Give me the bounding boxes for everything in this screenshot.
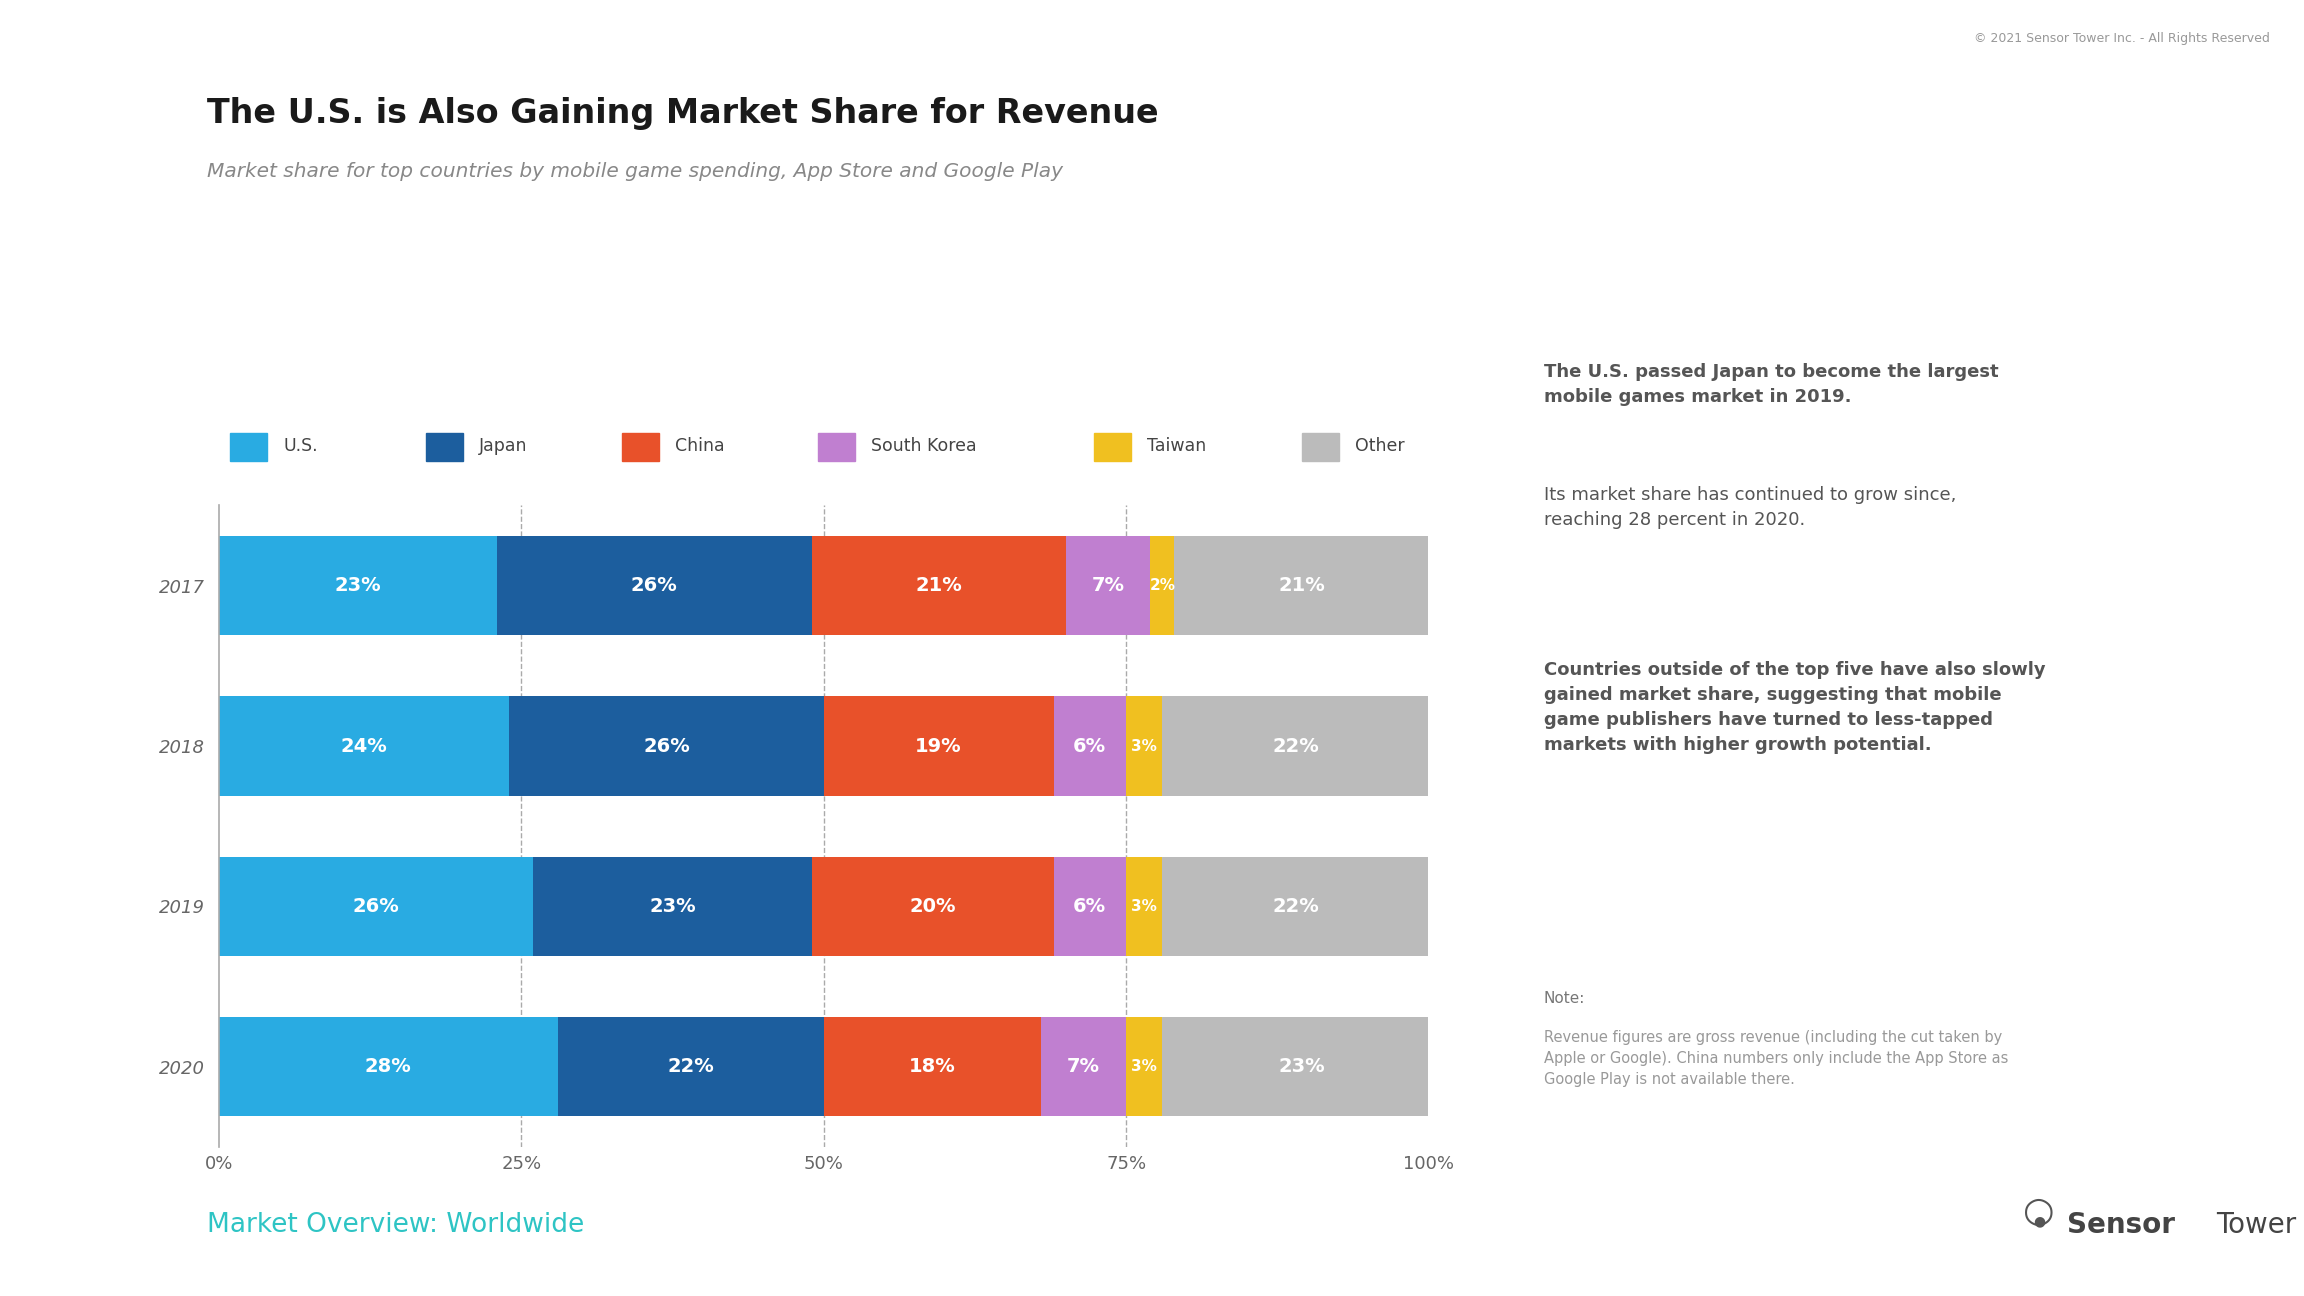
Text: China: China <box>675 437 726 455</box>
Bar <box>509 696 825 796</box>
Text: Taiwan: Taiwan <box>1147 437 1207 455</box>
Text: 22%: 22% <box>668 1058 714 1076</box>
Bar <box>1127 1017 1161 1116</box>
Text: U.S.: U.S. <box>283 437 318 455</box>
Bar <box>1053 857 1127 956</box>
Bar <box>1175 537 1428 635</box>
Text: Japan: Japan <box>479 437 528 455</box>
Bar <box>811 537 1064 635</box>
Text: ○: ○ <box>2023 1195 2055 1229</box>
Bar <box>1161 857 1428 956</box>
Bar <box>558 1017 825 1116</box>
Text: 19%: 19% <box>915 736 961 756</box>
Text: Countries outside of the top five have also slowly
gained market share, suggesti: Countries outside of the top five have a… <box>1544 661 2046 754</box>
Text: 24%: 24% <box>341 736 387 756</box>
Text: Sensor: Sensor <box>2067 1210 2175 1239</box>
Text: 3%: 3% <box>1131 739 1157 753</box>
Text: Its market share has continued to grow since,
reaching 28 percent in 2020.: Its market share has continued to grow s… <box>1544 486 1956 529</box>
Bar <box>1161 1017 1440 1116</box>
Bar <box>1127 696 1161 796</box>
Text: 7%: 7% <box>1092 577 1124 595</box>
Text: 2%: 2% <box>1150 578 1175 594</box>
Bar <box>1127 857 1161 956</box>
Text: 23%: 23% <box>334 577 380 595</box>
Bar <box>1161 696 1428 796</box>
Text: 26%: 26% <box>643 736 689 756</box>
Text: Note:: Note: <box>1544 991 1585 1007</box>
Text: Tower: Tower <box>2216 1210 2297 1239</box>
Bar <box>219 696 509 796</box>
Text: Revenue figures are gross revenue (including the cut taken by
Apple or Google). : Revenue figures are gross revenue (inclu… <box>1544 1030 2009 1087</box>
Text: 7%: 7% <box>1067 1058 1101 1076</box>
Text: 3%: 3% <box>1131 1059 1157 1074</box>
Text: 21%: 21% <box>915 577 963 595</box>
Text: 23%: 23% <box>1279 1058 1325 1076</box>
Text: 28%: 28% <box>364 1058 412 1076</box>
Text: 18%: 18% <box>910 1058 956 1076</box>
Text: 23%: 23% <box>650 897 696 916</box>
Text: 22%: 22% <box>1272 897 1318 916</box>
Bar <box>532 857 811 956</box>
Bar <box>219 1017 558 1116</box>
Bar <box>1053 696 1127 796</box>
Bar <box>1150 537 1175 635</box>
Text: The U.S. is Also Gaining Market Share for Revenue: The U.S. is Also Gaining Market Share fo… <box>207 97 1159 130</box>
Text: 21%: 21% <box>1279 577 1325 595</box>
Text: 22%: 22% <box>1272 736 1318 756</box>
Bar <box>1064 537 1150 635</box>
Text: The U.S. passed Japan to become the largest
mobile games market in 2019.: The U.S. passed Japan to become the larg… <box>1544 363 1998 406</box>
Bar <box>825 1017 1041 1116</box>
Bar <box>1041 1017 1127 1116</box>
Bar <box>498 537 811 635</box>
Text: Market share for top countries by mobile game spending, App Store and Google Pla: Market share for top countries by mobile… <box>207 162 1064 181</box>
Bar <box>825 696 1053 796</box>
Text: South Korea: South Korea <box>871 437 977 455</box>
Text: Other: Other <box>1355 437 1405 455</box>
Bar <box>219 857 532 956</box>
Text: 6%: 6% <box>1074 736 1106 756</box>
Bar <box>811 857 1053 956</box>
Text: 3%: 3% <box>1131 899 1157 914</box>
Text: 6%: 6% <box>1074 897 1106 916</box>
Text: 26%: 26% <box>631 577 677 595</box>
Text: © 2021 Sensor Tower Inc. - All Rights Reserved: © 2021 Sensor Tower Inc. - All Rights Re… <box>1975 32 2269 45</box>
Bar <box>219 537 498 635</box>
Text: Market Overview: Worldwide: Market Overview: Worldwide <box>207 1212 585 1238</box>
Text: 26%: 26% <box>353 897 399 916</box>
Text: ●: ● <box>2032 1214 2046 1229</box>
Text: 20%: 20% <box>910 897 956 916</box>
